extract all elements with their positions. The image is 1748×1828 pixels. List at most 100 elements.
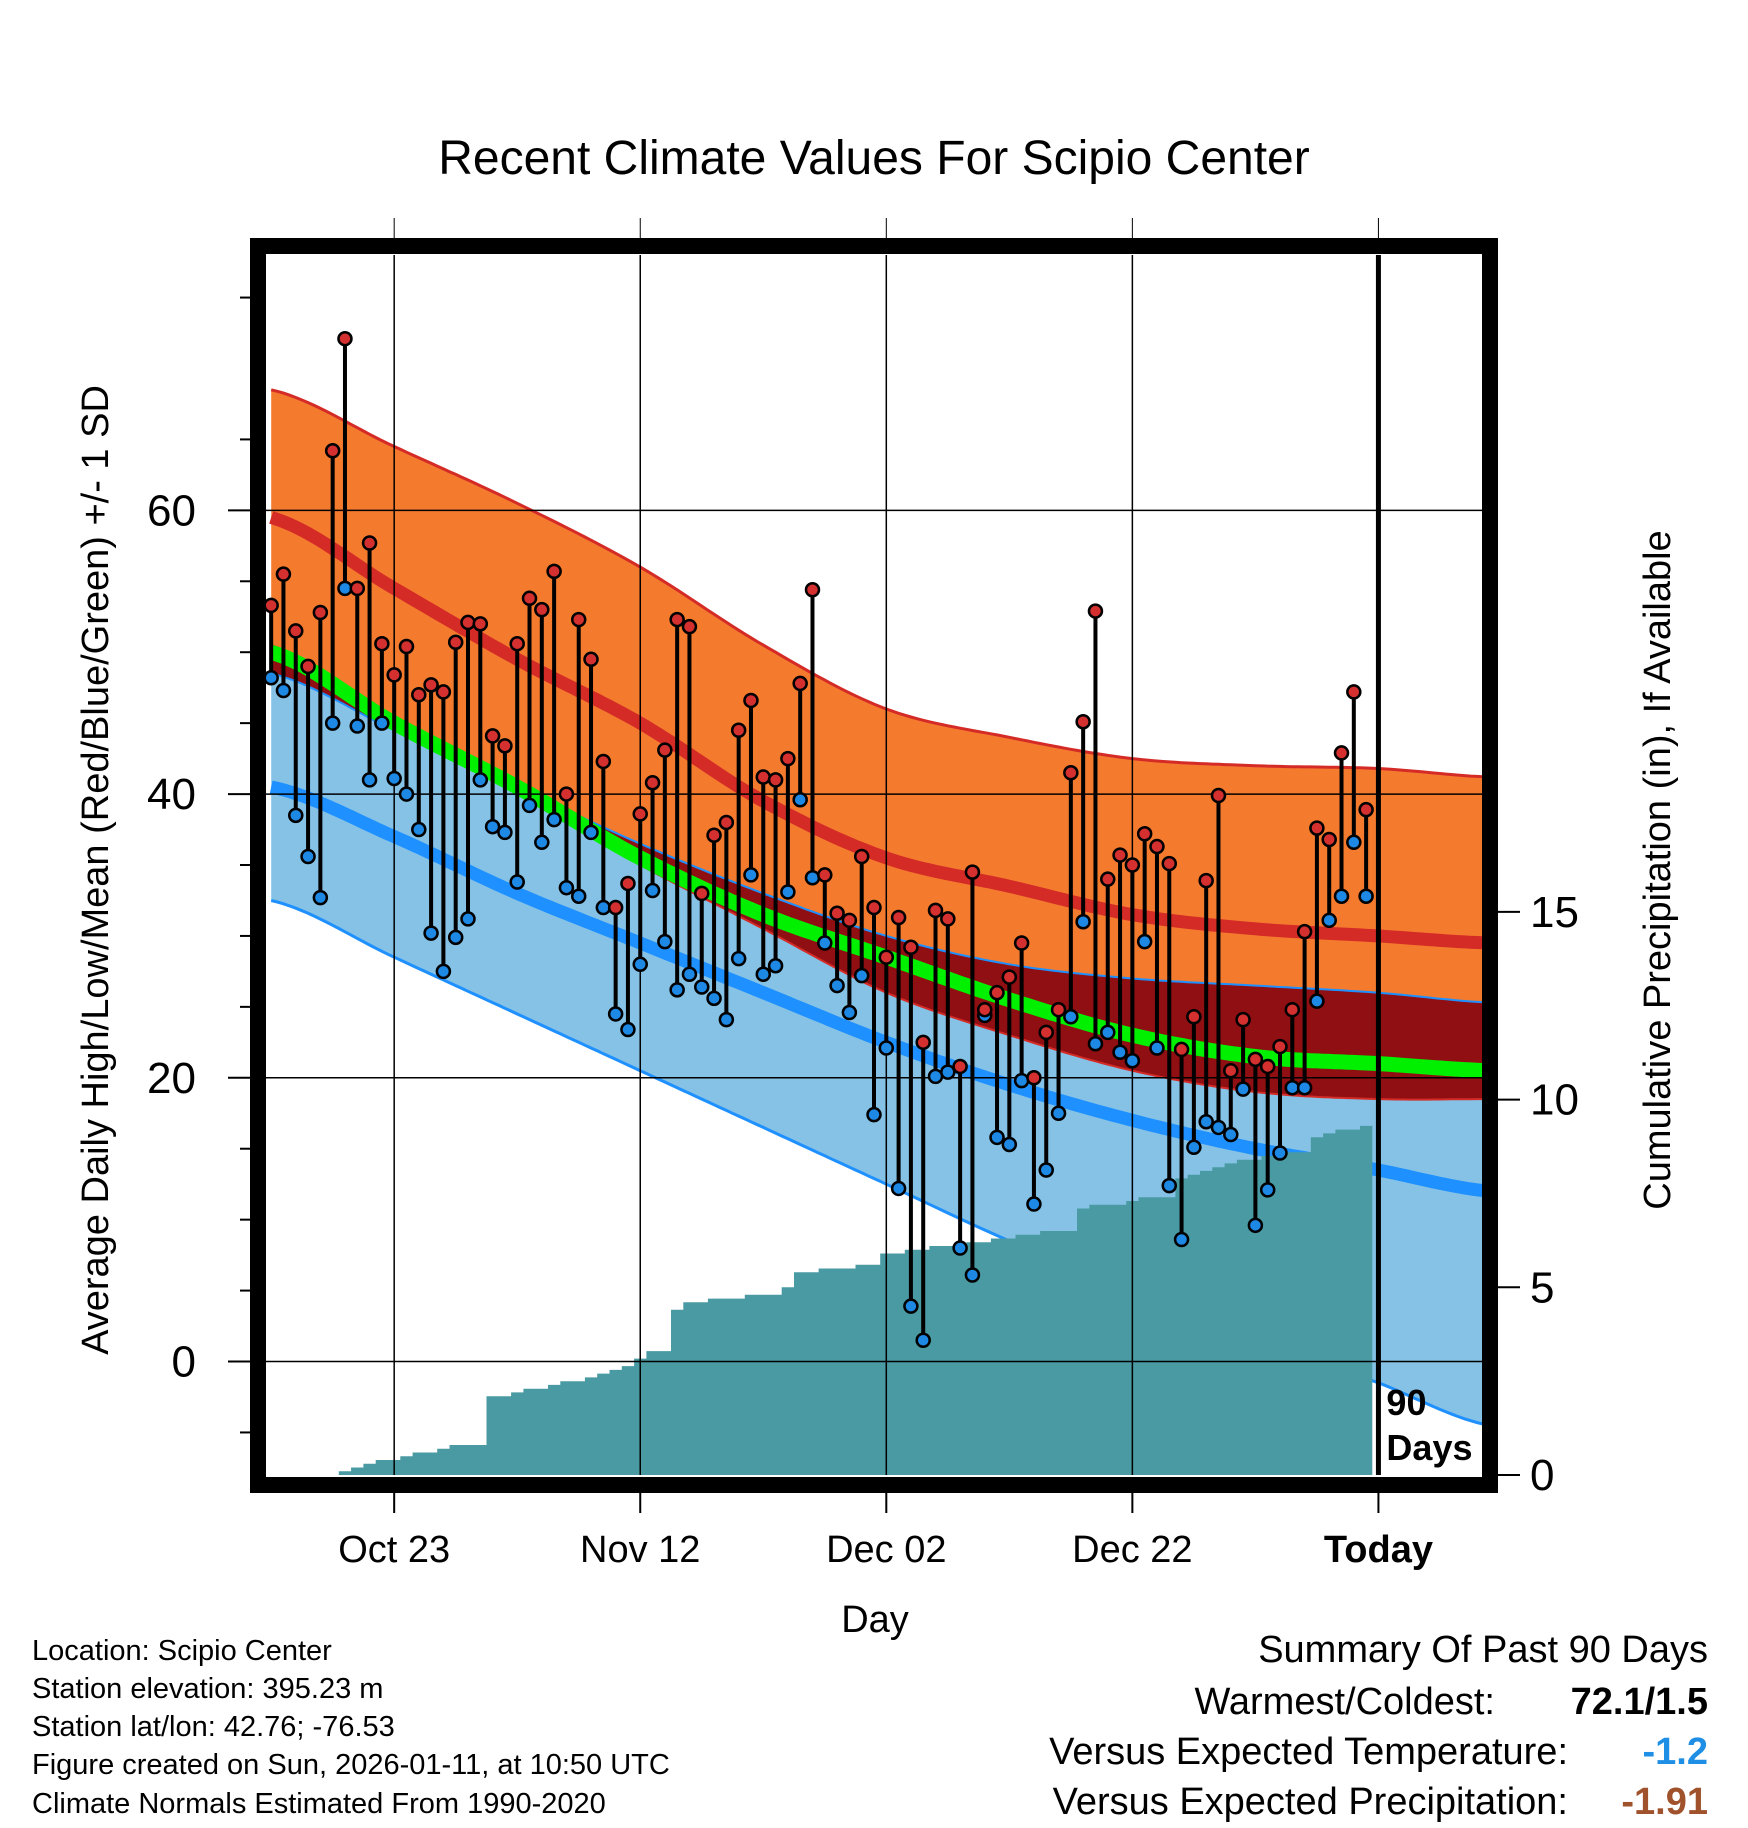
- daily-low-point: [1087, 1035, 1104, 1052]
- normals-source-text: Climate Normals Estimated From 1990-2020: [32, 1788, 606, 1820]
- daily-high-point: [1309, 820, 1325, 836]
- daily-high-point: [829, 905, 845, 921]
- daily-high-point: [620, 875, 636, 892]
- daily-high-point: [1063, 765, 1079, 781]
- precip-vs-expected-value: -1.91: [1621, 1781, 1708, 1823]
- daily-high-point: [534, 601, 550, 618]
- y-tick-label: 0: [172, 1338, 196, 1387]
- daily-high-point: [349, 580, 366, 597]
- daily-low-point: [1112, 1044, 1128, 1061]
- daily-low-point: [265, 669, 279, 686]
- daily-low-point: [1247, 1217, 1264, 1234]
- y-tick-label: 20: [147, 1054, 196, 1103]
- daily-high-point: [1038, 1024, 1054, 1041]
- daily-high-point: [915, 1034, 931, 1051]
- y2-tick-label: 0: [1530, 1451, 1554, 1500]
- elevation-text: Station elevation: 395.23 m: [32, 1673, 384, 1705]
- daily-high-point: [1075, 713, 1091, 730]
- daily-high-point: [989, 984, 1005, 1001]
- daily-low-point: [1124, 1053, 1141, 1069]
- y-axis-label: Average Daily High/Low/Mean (Red/Blue/Gr…: [75, 385, 117, 1355]
- daily-low-point: [1149, 1040, 1165, 1056]
- daily-low-point: [509, 874, 525, 890]
- daily-high-point: [300, 658, 316, 675]
- daily-low-point: [804, 870, 821, 886]
- daily-high-point: [644, 774, 661, 791]
- daily-high-point: [1186, 1009, 1202, 1025]
- daily-low-point: [767, 957, 784, 974]
- daily-high-point: [546, 563, 562, 580]
- daily-low-point: [1333, 888, 1350, 904]
- daily-low-point: [607, 1006, 624, 1022]
- daily-low-point: [890, 1180, 907, 1197]
- daily-high-point: [324, 443, 341, 459]
- daily-high-point: [866, 899, 882, 916]
- daily-high-point: [743, 692, 759, 709]
- daily-low-point: [1284, 1079, 1301, 1096]
- daily-low-point: [1272, 1145, 1288, 1161]
- daily-low-point: [595, 899, 612, 916]
- daily-high-point: [1247, 1051, 1264, 1068]
- daily-high-point: [460, 614, 476, 631]
- daily-low-point: [349, 718, 366, 734]
- daily-high-point: [1272, 1038, 1288, 1055]
- y-tick-label: 40: [147, 770, 196, 819]
- summary-heading: Summary Of Past 90 Days: [1258, 1629, 1708, 1671]
- daily-low-point: [632, 956, 648, 973]
- daily-high-point: [706, 827, 722, 843]
- daily-low-point: [386, 770, 402, 787]
- daily-high-point: [497, 738, 513, 754]
- daily-low-point: [792, 791, 808, 808]
- chart-title: Recent Climate Values For Scipio Center: [438, 132, 1309, 185]
- daily-high-point: [337, 330, 353, 347]
- daily-low-point: [1296, 1079, 1313, 1096]
- daily-low-point: [915, 1332, 931, 1348]
- daily-high-point: [1210, 787, 1227, 804]
- daily-high-point: [976, 1001, 993, 1018]
- daily-low-point: [878, 1040, 895, 1056]
- x-tick-label: Today: [1324, 1529, 1433, 1571]
- daily-high-point: [374, 635, 390, 652]
- daily-low-point: [324, 715, 341, 731]
- daily-high-point: [817, 867, 833, 883]
- daily-low-point: [952, 1240, 968, 1256]
- daily-low-point: [497, 824, 513, 841]
- daily-low-point: [435, 963, 452, 980]
- daily-low-point: [1210, 1119, 1227, 1136]
- x-tick-label: Nov 12: [580, 1529, 700, 1571]
- daily-low-point: [718, 1011, 735, 1028]
- daily-high-point: [275, 566, 292, 582]
- daily-low-point: [866, 1106, 882, 1123]
- temp-vs-expected-value: -1.2: [1642, 1731, 1708, 1773]
- warm-cold-value: 72.1/1.5: [1570, 1681, 1708, 1723]
- daily-high-point: [1050, 1001, 1067, 1018]
- today-days-label: Days: [1386, 1427, 1472, 1468]
- daily-low-point: [940, 1064, 956, 1080]
- daily-low-point: [570, 888, 587, 904]
- daily-low-point: [755, 966, 772, 982]
- y-tick-label: 60: [147, 486, 196, 535]
- daily-high-point: [558, 786, 575, 802]
- daily-low-point: [374, 715, 390, 731]
- daily-low-point: [447, 929, 464, 946]
- plot-frame: [250, 238, 1498, 1493]
- x-tick-label: Dec 22: [1072, 1529, 1192, 1571]
- daily-high-point: [1013, 935, 1030, 951]
- daily-high-point: [878, 949, 895, 965]
- daily-high-point: [804, 582, 821, 598]
- daily-high-point: [632, 806, 648, 822]
- daily-low-point: [1038, 1162, 1054, 1178]
- daily-low-point: [903, 1298, 919, 1314]
- daily-high-point: [669, 611, 685, 628]
- daily-high-point: [1100, 871, 1116, 887]
- daily-low-point: [644, 882, 661, 899]
- x-tick-label: Oct 23: [338, 1529, 450, 1571]
- daily-low-point: [411, 821, 427, 838]
- daily-high-point: [890, 909, 907, 926]
- daily-high-point: [657, 742, 673, 758]
- daily-high-point: [780, 750, 796, 767]
- daily-low-point: [1173, 1231, 1190, 1248]
- daily-high-point: [595, 753, 612, 770]
- daily-low-point: [1075, 913, 1091, 930]
- daily-low-point: [841, 1004, 858, 1021]
